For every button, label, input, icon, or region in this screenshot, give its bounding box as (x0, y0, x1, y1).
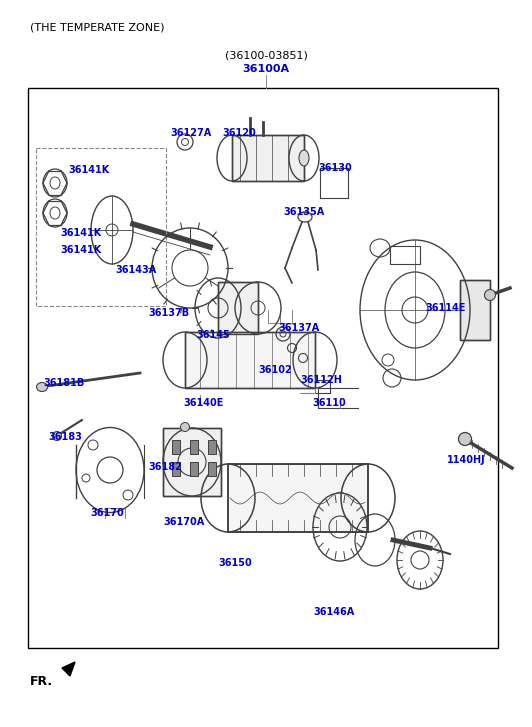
Bar (218, 282, 258, 334)
Bar (208, 440, 216, 454)
Text: 36120: 36120 (222, 128, 256, 138)
Text: 36143A: 36143A (115, 265, 156, 275)
Bar (232, 135, 304, 181)
Bar (228, 464, 368, 532)
Bar (218, 282, 258, 334)
Bar (460, 280, 490, 340)
Text: 36141K: 36141K (60, 245, 101, 255)
Text: 36170: 36170 (90, 508, 124, 518)
Text: 36114E: 36114E (425, 303, 466, 313)
Text: 36130: 36130 (318, 163, 352, 173)
Text: (THE TEMPERATE ZONE): (THE TEMPERATE ZONE) (30, 22, 164, 32)
Bar (36, 148, 166, 306)
Text: 36112H: 36112H (300, 375, 342, 385)
Ellipse shape (37, 382, 47, 392)
Text: 36141K: 36141K (68, 165, 109, 175)
Text: 36140E: 36140E (183, 398, 223, 408)
Bar (163, 428, 221, 496)
Bar (185, 332, 315, 388)
Text: 36150: 36150 (218, 558, 252, 568)
Bar (232, 135, 304, 181)
Bar (163, 428, 221, 496)
Bar (172, 462, 180, 476)
Text: 36127A: 36127A (170, 128, 211, 138)
Text: 1140HJ: 1140HJ (447, 455, 486, 465)
Bar (172, 440, 180, 454)
Bar (28, 88, 498, 648)
Text: 36146A: 36146A (313, 607, 354, 617)
Text: 36100A: 36100A (243, 64, 289, 74)
Text: 36170A: 36170A (163, 517, 204, 527)
Text: 36110: 36110 (312, 398, 346, 408)
Bar (460, 280, 490, 340)
Text: 36145: 36145 (196, 330, 230, 340)
Polygon shape (62, 662, 75, 676)
Ellipse shape (299, 150, 309, 166)
Ellipse shape (459, 433, 471, 446)
Text: FR.: FR. (30, 675, 53, 688)
Bar (228, 464, 368, 532)
Ellipse shape (180, 422, 189, 432)
Ellipse shape (53, 432, 62, 441)
Text: 36102: 36102 (258, 365, 292, 375)
Bar (190, 462, 198, 476)
Text: 36141K: 36141K (60, 228, 101, 238)
Text: 36182: 36182 (148, 462, 182, 472)
Bar (390, 246, 420, 264)
Text: 36137B: 36137B (148, 308, 189, 318)
Text: 36181B: 36181B (43, 378, 84, 388)
Text: (36100-03851): (36100-03851) (225, 50, 307, 60)
Ellipse shape (485, 289, 495, 300)
Bar (208, 462, 216, 476)
Text: 36135A: 36135A (283, 207, 324, 217)
Text: 36137A: 36137A (278, 323, 319, 333)
Bar (185, 332, 315, 388)
Bar (190, 440, 198, 454)
Text: 36183: 36183 (48, 432, 82, 442)
